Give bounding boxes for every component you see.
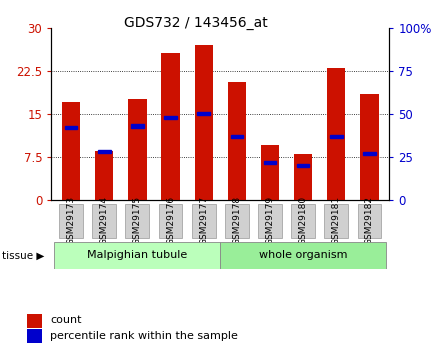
Text: Malpighian tubule: Malpighian tubule <box>87 250 187 260</box>
Bar <box>294 154 312 200</box>
Text: GSM29182: GSM29182 <box>365 196 374 245</box>
Bar <box>363 152 376 155</box>
Bar <box>128 99 146 200</box>
Bar <box>291 204 315 238</box>
Text: GSM29179: GSM29179 <box>266 196 275 245</box>
Bar <box>131 124 144 128</box>
Text: GSM29177: GSM29177 <box>199 196 208 245</box>
Text: GSM29178: GSM29178 <box>232 196 241 245</box>
Text: GSM29175: GSM29175 <box>133 196 142 245</box>
Bar <box>261 146 279 200</box>
Bar <box>27 329 42 343</box>
Text: GSM29174: GSM29174 <box>100 196 109 245</box>
Text: whole organism: whole organism <box>259 250 348 260</box>
Bar <box>54 241 220 269</box>
Bar <box>324 204 348 238</box>
Text: GSM29176: GSM29176 <box>166 196 175 245</box>
Bar <box>125 204 150 238</box>
Bar <box>264 160 276 164</box>
Text: GSM29181: GSM29181 <box>332 196 341 245</box>
Bar <box>297 164 309 167</box>
Bar <box>92 204 116 238</box>
Bar <box>95 151 113 200</box>
Bar <box>192 204 216 238</box>
Bar <box>225 204 249 238</box>
Text: percentile rank within the sample: percentile rank within the sample <box>50 331 238 341</box>
Bar <box>158 204 182 238</box>
Bar <box>220 241 386 269</box>
Bar <box>258 204 282 238</box>
Bar <box>98 150 110 154</box>
Text: count: count <box>50 315 82 325</box>
Bar <box>327 68 345 200</box>
Bar <box>164 116 177 119</box>
Bar <box>194 45 213 200</box>
Bar <box>198 112 210 116</box>
Bar <box>162 53 180 200</box>
Bar <box>27 314 42 328</box>
Text: GDS732 / 143456_at: GDS732 / 143456_at <box>124 16 268 30</box>
Bar <box>330 135 343 138</box>
Bar <box>357 204 381 238</box>
Bar <box>65 126 77 129</box>
Text: tissue ▶: tissue ▶ <box>2 250 44 260</box>
Bar <box>62 102 80 200</box>
Text: GSM29180: GSM29180 <box>299 196 307 245</box>
Bar <box>59 204 83 238</box>
Bar <box>231 135 243 138</box>
Bar <box>228 82 246 200</box>
Text: GSM29173: GSM29173 <box>67 196 76 245</box>
Bar <box>360 94 379 200</box>
